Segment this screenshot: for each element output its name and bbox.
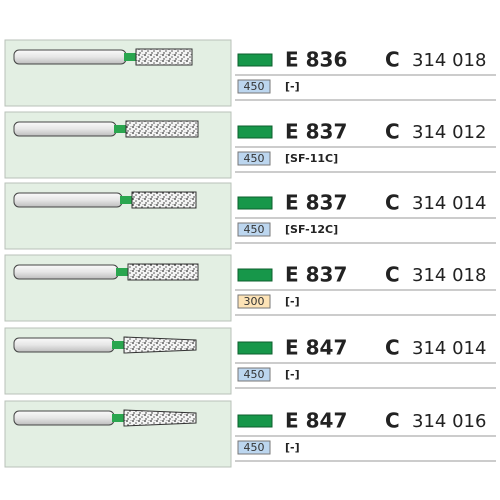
bur-shank — [13, 49, 127, 65]
item-number: 314 018 — [412, 265, 486, 286]
speed-badge — [237, 440, 271, 455]
speed-badge — [237, 222, 271, 237]
bur-head — [123, 336, 197, 354]
bur-head — [123, 409, 197, 427]
bur-neck — [120, 196, 132, 204]
speed: 450 — [244, 80, 265, 93]
speed-badge — [237, 367, 271, 382]
bur-head — [125, 120, 199, 138]
item-number: 314 012 — [412, 122, 486, 143]
speed-badge — [237, 151, 271, 166]
shape-code: C — [385, 336, 400, 360]
color-swatch — [237, 53, 273, 67]
bur-neck — [116, 268, 128, 276]
speed-badge — [237, 79, 271, 94]
color-swatch — [237, 268, 273, 282]
variant: [-] — [285, 295, 300, 308]
speed: 300 — [244, 295, 265, 308]
bur-neck — [112, 414, 124, 422]
model: E 836 — [285, 48, 347, 72]
variant: [SF-12C] — [285, 223, 338, 236]
variant: [-] — [285, 80, 300, 93]
model: E 847 — [285, 409, 347, 433]
speed-badge — [237, 294, 271, 309]
shape-code: C — [385, 48, 400, 72]
shape-code: C — [385, 191, 400, 215]
color-swatch — [237, 196, 273, 210]
speed: 450 — [244, 223, 265, 236]
speed: 450 — [244, 441, 265, 454]
bur-head — [135, 48, 193, 66]
bur-shank — [13, 264, 119, 280]
variant: [-] — [285, 368, 300, 381]
shape-code: C — [385, 120, 400, 144]
shape-code: C — [385, 409, 400, 433]
variant: [-] — [285, 441, 300, 454]
item-number: 314 016 — [412, 411, 486, 432]
model: E 847 — [285, 336, 347, 360]
bur-neck — [112, 341, 124, 349]
bur-neck — [114, 125, 126, 133]
item-number: 314 014 — [412, 338, 486, 359]
bur-shank — [13, 192, 123, 208]
speed: 450 — [244, 152, 265, 165]
bur-shank — [13, 410, 115, 426]
bur-shank — [13, 121, 117, 137]
item-number: 314 014 — [412, 193, 486, 214]
color-swatch — [237, 341, 273, 355]
bur-head — [131, 191, 197, 209]
shape-code: C — [385, 263, 400, 287]
item-number: 314 018 — [412, 50, 486, 71]
model: E 837 — [285, 120, 347, 144]
bur-neck — [124, 53, 136, 61]
model: E 837 — [285, 263, 347, 287]
model: E 837 — [285, 191, 347, 215]
color-swatch — [237, 414, 273, 428]
variant: [SF-11C] — [285, 152, 338, 165]
speed: 450 — [244, 368, 265, 381]
bur-shank — [13, 337, 115, 353]
color-swatch — [237, 125, 273, 139]
bur-head — [127, 263, 199, 281]
